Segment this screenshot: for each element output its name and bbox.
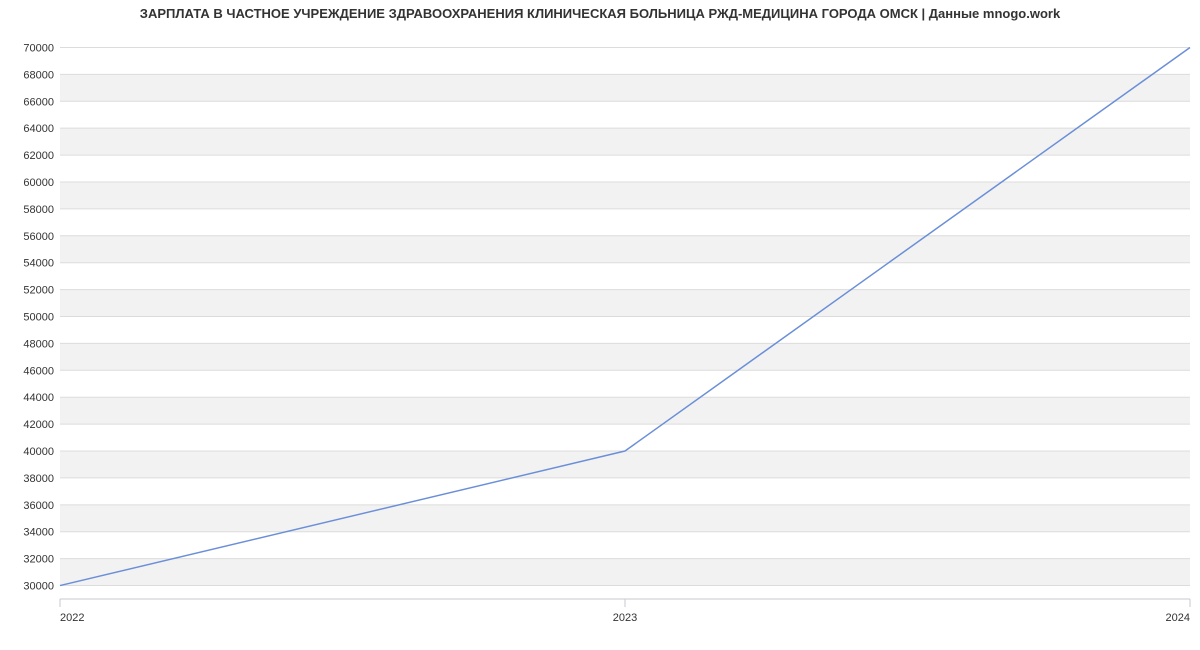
svg-text:52000: 52000 — [23, 285, 54, 297]
svg-text:62000: 62000 — [23, 150, 54, 162]
chart-container: ЗАРПЛАТА В ЧАСТНОЕ УЧРЕЖДЕНИЕ ЗДРАВООХРА… — [0, 0, 1200, 650]
svg-text:56000: 56000 — [23, 231, 54, 243]
svg-text:68000: 68000 — [23, 69, 54, 81]
svg-text:46000: 46000 — [23, 365, 54, 377]
svg-text:48000: 48000 — [23, 338, 54, 350]
svg-text:36000: 36000 — [23, 500, 54, 512]
svg-text:34000: 34000 — [23, 527, 54, 539]
line-chart: 30000 32000 34000 36000 38000 40000 42000 44000… — [0, 0, 1200, 650]
svg-text:54000: 54000 — [23, 258, 54, 270]
svg-text:32000: 32000 — [23, 554, 54, 566]
svg-text:70000: 70000 — [23, 42, 54, 54]
svg-text:38000: 38000 — [23, 473, 54, 485]
svg-text:30000: 30000 — [23, 581, 54, 593]
svg-text:58000: 58000 — [23, 204, 54, 216]
svg-text:44000: 44000 — [23, 392, 54, 404]
svg-text:40000: 40000 — [23, 446, 54, 458]
svg-text:42000: 42000 — [23, 419, 54, 431]
svg-text:2024: 2024 — [1166, 612, 1190, 624]
svg-text:2023: 2023 — [613, 612, 637, 624]
svg-text:64000: 64000 — [23, 123, 54, 135]
svg-text:2022: 2022 — [60, 612, 84, 624]
svg-text:60000: 60000 — [23, 177, 54, 189]
svg-text:66000: 66000 — [23, 96, 54, 108]
svg-text:50000: 50000 — [23, 312, 54, 324]
